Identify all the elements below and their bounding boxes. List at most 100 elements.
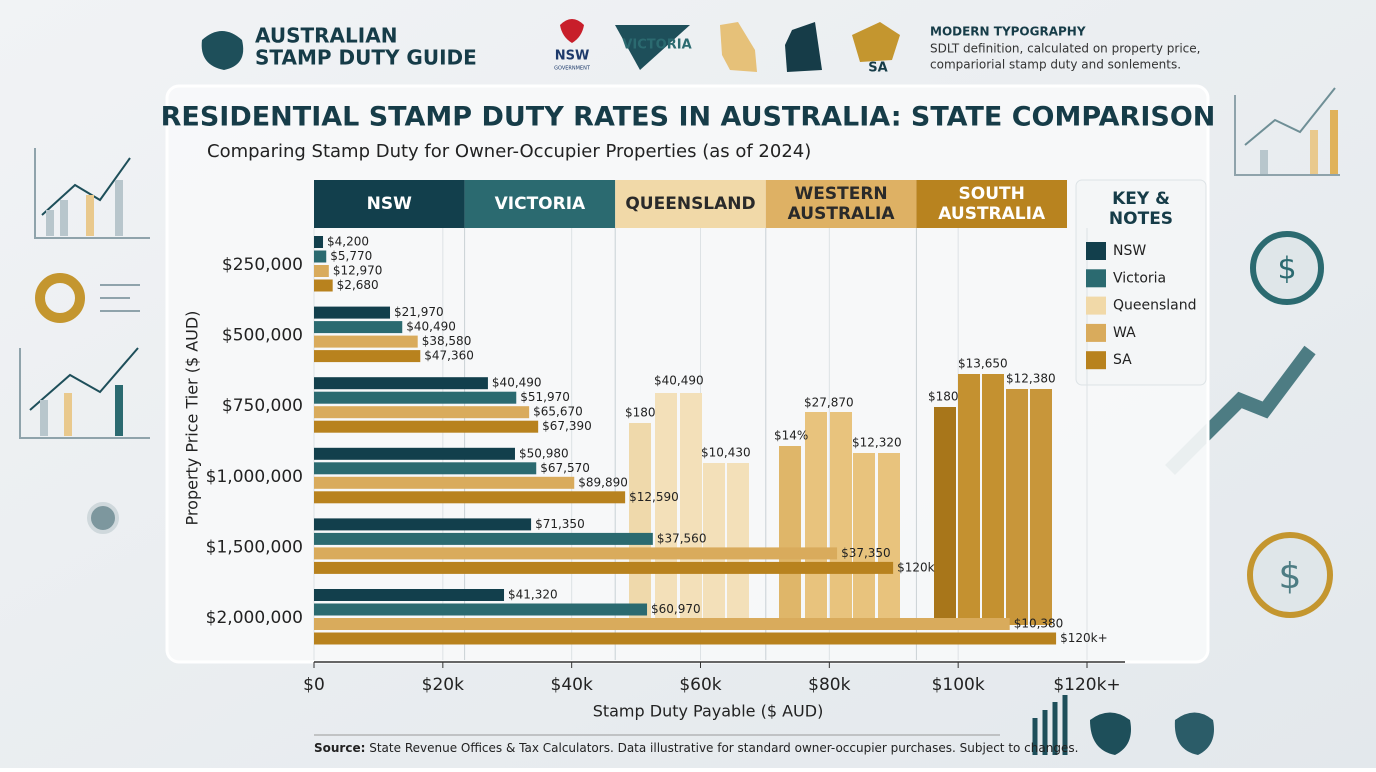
column-note: $13,650 [958, 357, 1008, 371]
bar-label: $37,350 [841, 546, 891, 560]
source: Source: State Revenue Offices & Tax Calc… [314, 741, 1078, 755]
chart-subtitle: Comparing Stamp Duty for Owner-Occupier … [207, 141, 811, 162]
chart-title: RESIDENTIAL STAMP DUTY RATES IN AUSTRALI… [161, 102, 1216, 133]
column-note: $10,430 [701, 446, 751, 460]
column-header-label: VICTORIA [495, 194, 586, 214]
y-tick-label: $2,000,000 [206, 608, 303, 628]
legend-box [1075, 179, 1207, 386]
column-note: $12,320 [852, 436, 902, 450]
bar-label: $5,770 [330, 249, 372, 263]
x-tick-label: $20k [422, 675, 464, 695]
bar-label: $120k [897, 560, 935, 574]
legend-label: NSW [1113, 243, 1146, 259]
decor-column [655, 393, 677, 625]
legend-label: Queensland [1113, 298, 1197, 314]
column-header-label: AUSTRALIA [938, 204, 1046, 224]
y-tick-label: $250,000 [222, 255, 303, 275]
bar-label: $65,670 [533, 405, 583, 419]
legend-swatch [1086, 269, 1106, 288]
bar-label: $67,390 [542, 419, 592, 433]
bar-label: $12,590 [629, 490, 679, 504]
x-tick-label: $120k+ [1053, 675, 1120, 695]
column-header-label: AUSTRALIA [788, 204, 896, 224]
column-header [314, 180, 465, 228]
decor-column [830, 412, 852, 625]
column-note: $14% [774, 429, 808, 443]
bar-label: $60,970 [651, 602, 701, 616]
bar [314, 603, 648, 616]
column-header-label: SOUTH [959, 184, 1025, 204]
nsw-icon [560, 19, 584, 43]
bar [314, 335, 418, 348]
bar [314, 462, 537, 475]
bar [314, 265, 329, 277]
source-text: State Revenue Offices & Tax Calculators.… [369, 741, 1078, 755]
legend-title: KEY & [1112, 189, 1170, 209]
column-note: $27,870 [804, 396, 854, 410]
bar-label: $89,890 [578, 475, 628, 489]
column-header-label: WESTERN [795, 184, 888, 204]
bar [314, 618, 1010, 630]
bar [314, 250, 327, 263]
decor-column [629, 423, 651, 625]
bar [314, 350, 421, 363]
logo: SA [868, 61, 887, 76]
x-tick-label: $60k [679, 675, 721, 695]
column-note: $12,380 [1006, 372, 1056, 386]
column-note: $180 [928, 390, 959, 404]
vic-icon [615, 25, 690, 70]
y-tick-label: $500,000 [222, 326, 303, 346]
bar [314, 377, 488, 390]
column-header [765, 180, 917, 228]
legend-swatch [1086, 296, 1106, 315]
bar [314, 491, 626, 504]
brand-line: STAMP DUTY GUIDE [255, 46, 477, 70]
x-tick-label: $80k [808, 675, 850, 695]
bar [314, 391, 517, 404]
logo: VICTORIA [622, 38, 691, 53]
bar-label: $12,970 [333, 264, 383, 278]
decor-column [805, 412, 827, 625]
y-tick-label: $750,000 [222, 396, 303, 416]
column-header-label: NSW [367, 194, 412, 214]
legend-swatch [1086, 351, 1106, 370]
bar-label: $2,680 [337, 278, 379, 292]
logo: NSW [555, 49, 590, 64]
brand-line: AUSTRALIAN [255, 24, 397, 48]
svg-text:$: $ [1277, 252, 1296, 287]
x-tick-label: $40k [551, 675, 593, 695]
bar [314, 406, 530, 419]
bar-label: $71,350 [535, 517, 585, 531]
svg-text:$: $ [1279, 556, 1302, 597]
legend-title: NOTES [1109, 209, 1173, 229]
bar-label: $67,570 [540, 461, 590, 475]
bar-label: $40,490 [492, 376, 542, 390]
decor-column [878, 453, 900, 625]
brand-icon [201, 31, 244, 70]
x-tick-label: $0 [303, 675, 325, 695]
bar [314, 518, 532, 531]
notes-line: compariorial stamp duty and sonlements. [930, 58, 1181, 72]
legend-swatch [1086, 323, 1106, 342]
wa-icon [785, 22, 822, 72]
decor-column [727, 463, 749, 625]
decor-column [958, 374, 980, 625]
decor-column [680, 393, 702, 625]
legend-swatch [1086, 242, 1106, 260]
bar-label: $4,200 [327, 235, 369, 249]
column-header-label: QUEENSLAND [625, 194, 755, 214]
logo: GOVERNMENT [554, 66, 591, 72]
bar [314, 589, 505, 601]
notes-title: MODERN TYPOGRAPHY [930, 25, 1086, 39]
column-note: $180 [625, 406, 656, 420]
decor-column [853, 453, 875, 625]
decor-column [779, 446, 801, 625]
bar-label: $21,970 [394, 305, 444, 319]
decor-column [934, 407, 956, 625]
y-tick-label: $1,500,000 [206, 537, 303, 557]
bar-label: $120k+ [1060, 631, 1108, 645]
bar [314, 420, 539, 433]
bar [314, 532, 653, 545]
qld-icon [720, 22, 757, 72]
